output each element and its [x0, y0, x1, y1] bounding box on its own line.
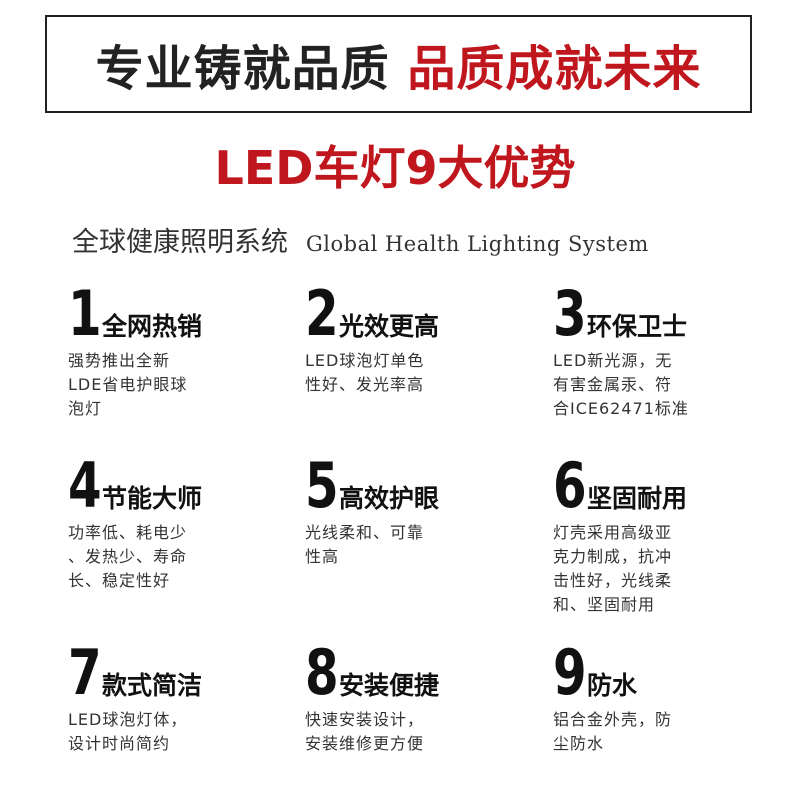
feature: 7 款式简洁 LED球泡灯体， 设计时尚简约	[68, 642, 268, 756]
desc-line: LDE省电护眼球	[68, 375, 188, 394]
desc-line: 性高	[305, 547, 340, 566]
desc-line: 强势推出全新	[68, 351, 171, 370]
feature-number: 3	[553, 277, 587, 350]
feature-head: 2 光效更高	[305, 283, 505, 345]
desc-line: 安装维修更方便	[305, 734, 425, 753]
feature-head: 4 节能大师	[68, 455, 268, 517]
feature-desc: 强势推出全新 LDE省电护眼球 泡灯	[68, 349, 268, 421]
feature-desc: 光线柔和、可靠 性高	[305, 521, 505, 569]
feature-desc: LED球泡灯单色 性好、发光率高	[305, 349, 505, 397]
desc-line: 光线柔和、可靠	[305, 523, 425, 542]
feature-head: 3 环保卫士	[553, 283, 753, 345]
feature-number: 8	[305, 636, 339, 709]
desc-line: LED新光源，无	[553, 351, 673, 370]
feature-desc: 铝合金外壳，防 尘防水	[553, 708, 753, 756]
feature-head: 5 高效护眼	[305, 455, 505, 517]
feature: 9 防水 铝合金外壳，防 尘防水	[553, 642, 753, 756]
feature: 8 安装便捷快速安装设计， 安装维修更方便	[305, 642, 505, 756]
feature: 1 全网热销强势推出全新 LDE省电护眼球 泡灯	[68, 283, 268, 421]
header-box: 专业铸就品质 品质成就未来	[45, 15, 752, 113]
feature-desc: 灯壳采用高级亚 克力制成，抗冲 击性好，光线柔 和、坚固耐用	[553, 521, 753, 617]
feature-name: 节能大师	[102, 484, 203, 513]
feature-head: 9 防水	[553, 642, 753, 704]
feature-head: 8 安装便捷	[305, 642, 505, 704]
feature-number: 9	[553, 636, 587, 709]
desc-line: 灯壳采用高级亚	[553, 523, 673, 542]
feature-name: 高效护眼	[339, 484, 440, 513]
desc-line: 克力制成，抗冲	[553, 547, 673, 566]
desc-line: 尘防水	[553, 734, 605, 753]
feature: 3 环保卫士 LED新光源，无 有害金属汞、符 合ICE62471标准	[553, 283, 753, 421]
desc-line: 长、稳定性好	[68, 571, 171, 590]
feature-head: 1 全网热销	[68, 283, 268, 345]
desc-line: 有害金属汞、符	[553, 375, 673, 394]
feature: 6 坚固耐用 灯壳采用高级亚 克力制成，抗冲 击性好，光线柔 和、坚固耐用	[553, 455, 753, 617]
desc-line: LED球泡灯单色	[305, 351, 425, 370]
desc-line: 、发热少、寿命	[68, 547, 188, 566]
desc-line: 设计时尚简约	[68, 734, 171, 753]
desc-line: 铝合金外壳，防	[553, 710, 673, 729]
header-title-part: 专业铸就品质	[95, 41, 390, 97]
feature-name: 环保卫士	[587, 312, 688, 341]
title: LED车灯9大优势	[214, 141, 576, 195]
feature-head: 7 款式简洁	[68, 642, 268, 704]
feature-desc: 快速安装设计， 安装维修更方便	[305, 708, 505, 756]
subtitle-cn: 全球健康照明系统	[72, 227, 288, 258]
desc-line: 快速安装设计，	[305, 710, 425, 729]
feature-number: 7	[68, 636, 102, 709]
feature-name: 款式简洁	[102, 671, 203, 700]
feature-number: 4	[68, 449, 102, 522]
feature: 4 节能大师 功率低、耗电少 、发热少、寿命 长、稳定性好	[68, 455, 268, 593]
feature-number: 1	[68, 277, 102, 350]
desc-line: 击性好，光线柔	[553, 571, 673, 590]
desc-line: 性好、发光率高	[305, 375, 425, 394]
feature-desc: 功率低、耗电少 、发热少、寿命 长、稳定性好	[68, 521, 268, 593]
desc-line: 泡灯	[68, 399, 103, 418]
feature-number: 5	[305, 449, 339, 522]
desc-line: 和、坚固耐用	[553, 595, 656, 614]
subtitle: 全球健康照明系统 Global Health Lighting System	[72, 220, 649, 259]
feature-name: 安装便捷	[339, 671, 440, 700]
feature-name: 坚固耐用	[587, 484, 688, 513]
subtitle-en: Global Health Lighting System	[306, 232, 649, 256]
feature-number: 2	[305, 277, 339, 350]
feature-head: 6 坚固耐用	[553, 455, 753, 517]
feature: 2 光效更高 LED球泡灯单色 性好、发光率高	[305, 283, 505, 397]
desc-line: 功率低、耗电少	[68, 523, 188, 542]
desc-line: 合ICE62471标准	[553, 399, 689, 418]
desc-line: LED球泡灯体，	[68, 710, 188, 729]
feature: 5 高效护眼 光线柔和、可靠 性高	[305, 455, 505, 569]
feature-desc: LED球泡灯体， 设计时尚简约	[68, 708, 268, 756]
feature-name: 全网热销	[102, 312, 203, 341]
feature-name: 防水	[587, 671, 638, 700]
feature-name: 光效更高	[339, 312, 440, 341]
feature-desc: LED新光源，无 有害金属汞、符 合ICE62471标准	[553, 349, 753, 421]
header-title-part: 品质成就未来	[407, 41, 702, 97]
feature-number: 6	[553, 449, 587, 522]
